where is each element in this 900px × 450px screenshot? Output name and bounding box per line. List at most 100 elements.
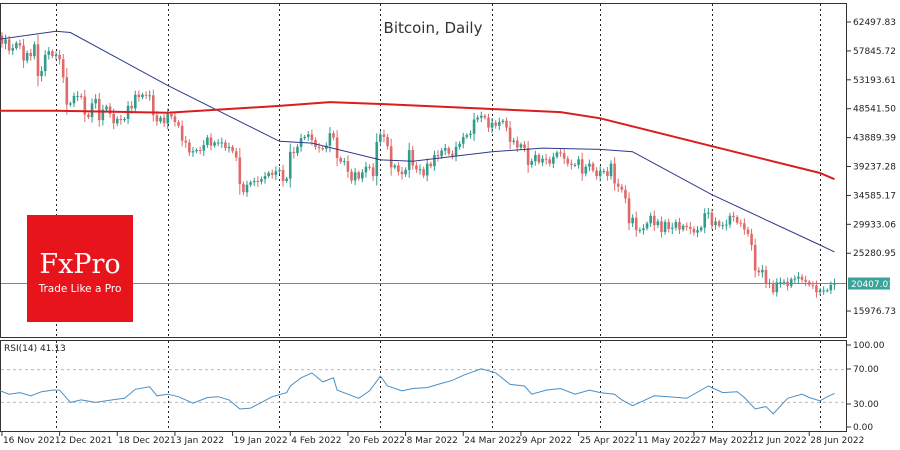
candle-body xyxy=(83,96,87,115)
candle xyxy=(274,166,278,181)
candle xyxy=(613,157,616,191)
candle-body xyxy=(508,127,512,142)
candle xyxy=(61,54,65,84)
candle-body xyxy=(753,245,757,271)
candle xyxy=(36,34,40,87)
chart-title: Bitcoin, Daily xyxy=(384,19,483,37)
candle-body xyxy=(710,212,714,226)
candle-body xyxy=(115,118,119,124)
candle-body xyxy=(278,169,281,172)
candle xyxy=(472,112,476,142)
rsi-plot-frame xyxy=(0,340,847,432)
candle xyxy=(667,218,670,233)
candle-body xyxy=(714,221,717,226)
candle xyxy=(815,280,818,298)
candle-body xyxy=(793,278,797,280)
candle xyxy=(256,176,260,187)
candle xyxy=(461,132,465,149)
candle xyxy=(278,167,281,174)
candle-body xyxy=(811,284,815,286)
candle-body xyxy=(609,163,613,177)
candle xyxy=(642,224,645,235)
candle xyxy=(306,131,310,141)
candle xyxy=(191,147,195,157)
candle-body xyxy=(105,106,108,110)
candle xyxy=(559,149,562,157)
candle xyxy=(598,166,602,182)
candle-body xyxy=(87,114,90,118)
candle xyxy=(249,180,252,187)
candle xyxy=(674,219,678,231)
candle xyxy=(51,49,54,59)
candle xyxy=(616,178,620,192)
candle-body xyxy=(198,149,202,151)
candle xyxy=(159,115,162,124)
candle-body xyxy=(155,115,159,122)
candle xyxy=(534,150,537,166)
candle-body xyxy=(548,159,552,164)
candle xyxy=(789,277,793,289)
candle xyxy=(782,279,786,286)
candle xyxy=(541,155,544,167)
candle-body xyxy=(141,94,144,98)
candle xyxy=(548,156,552,167)
candle-body xyxy=(494,122,497,126)
x-tick-label: 19 Jan 2022 xyxy=(234,436,288,446)
candle-body xyxy=(61,59,65,78)
candle-body xyxy=(281,169,285,182)
candle-body xyxy=(544,158,548,160)
candle xyxy=(404,167,407,178)
candle-body xyxy=(310,134,314,141)
candle-body xyxy=(638,230,642,232)
candle-body xyxy=(519,144,523,148)
candle-body xyxy=(40,71,43,77)
candle-body xyxy=(761,269,764,273)
candle xyxy=(660,216,663,238)
candle xyxy=(188,139,191,157)
candle xyxy=(209,133,213,151)
candle xyxy=(728,212,732,228)
candle-body xyxy=(577,159,580,165)
x-tick-label: 28 Jun 2022 xyxy=(810,436,864,446)
current-price-label: 20407.01 xyxy=(851,280,894,290)
candle xyxy=(595,167,598,180)
candle xyxy=(368,164,371,171)
candle xyxy=(743,218,746,235)
candle-body xyxy=(606,171,609,177)
candle xyxy=(162,114,166,127)
candle-body xyxy=(252,181,256,183)
candle xyxy=(710,208,714,230)
candle xyxy=(678,217,681,235)
candle xyxy=(148,90,152,101)
candle-body xyxy=(22,45,25,61)
candle-body xyxy=(815,285,818,293)
candle-body xyxy=(642,228,645,231)
candle xyxy=(123,117,126,123)
logo-background xyxy=(27,215,133,322)
candle xyxy=(343,157,346,166)
candle xyxy=(779,277,782,288)
candle xyxy=(119,114,123,125)
candle xyxy=(580,152,584,181)
candle xyxy=(497,117,501,131)
candle xyxy=(807,279,811,287)
candle-body xyxy=(440,150,443,157)
candle xyxy=(263,171,267,184)
candle xyxy=(72,92,76,108)
y-tick-label: 62497.83 xyxy=(853,18,896,28)
candle-body xyxy=(54,54,58,57)
candle-body xyxy=(454,146,458,156)
candle xyxy=(397,162,400,176)
candle xyxy=(454,141,458,162)
candle-body xyxy=(90,103,94,118)
candle xyxy=(364,161,368,178)
candle-body xyxy=(696,230,699,233)
candle-body xyxy=(703,213,707,228)
candle xyxy=(101,104,105,126)
candle xyxy=(97,93,101,127)
candle xyxy=(15,41,18,51)
candle xyxy=(361,168,364,183)
candle-body xyxy=(256,181,260,183)
candle-body xyxy=(732,215,735,218)
candle xyxy=(260,176,263,185)
